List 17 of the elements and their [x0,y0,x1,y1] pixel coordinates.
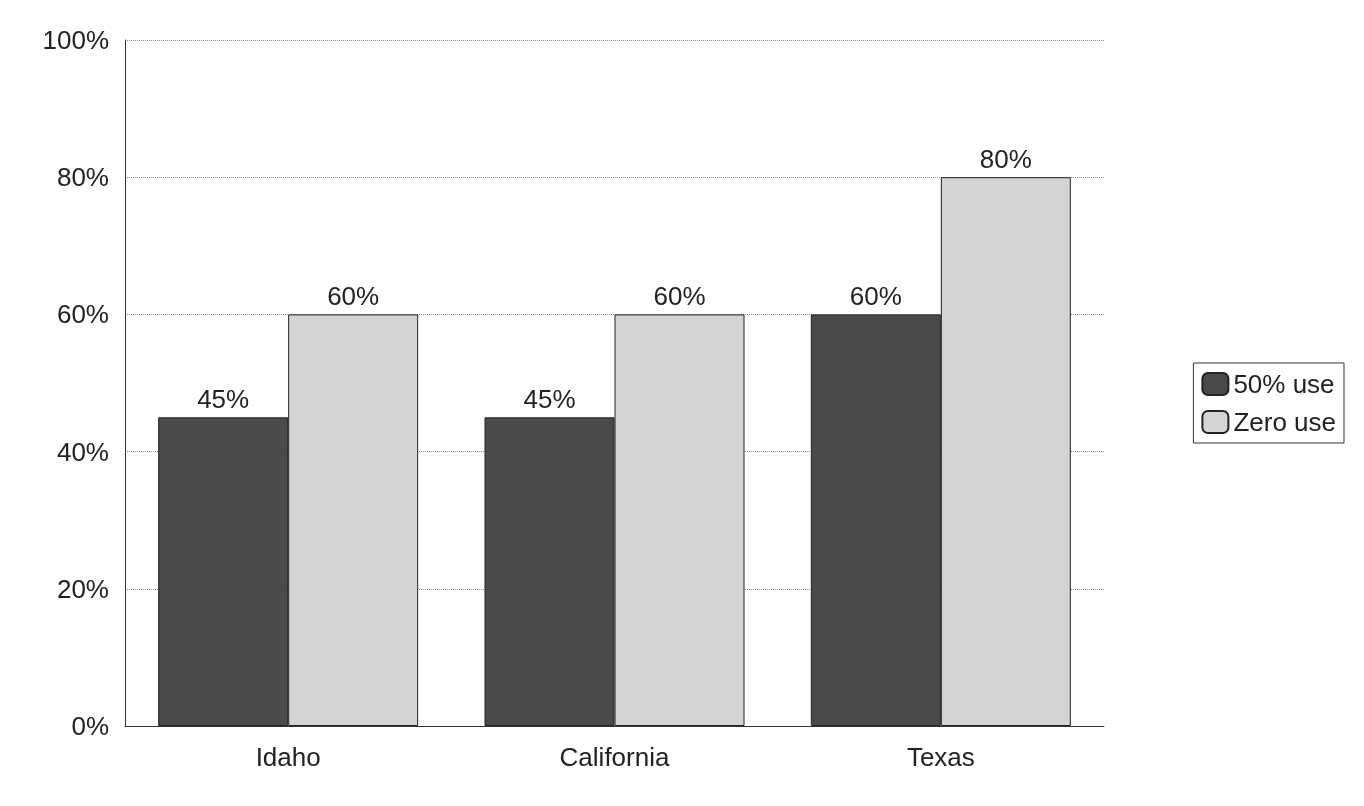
y-tick-label: 100% [42,25,109,55]
y-tick-label: 80% [56,162,109,193]
y-tick-label: 40% [56,436,109,467]
x-tick-label: California [559,742,670,772]
x-tick-label: Idaho [255,742,321,772]
data-label: 45% [197,384,250,415]
data-label: 60% [327,281,380,312]
legend-label: 50% use [1233,369,1335,399]
data-label: 60% [849,281,902,312]
data-label: 60% [653,281,706,312]
data-label: 45% [523,384,576,415]
y-tick-label: 60% [56,299,109,330]
y-tick-label: 0% [71,711,109,741]
data-label: 80% [979,144,1032,175]
x-tick-label: Texas [906,742,975,772]
y-tick-label: 20% [56,573,109,604]
legend-label: Zero use [1233,407,1337,437]
